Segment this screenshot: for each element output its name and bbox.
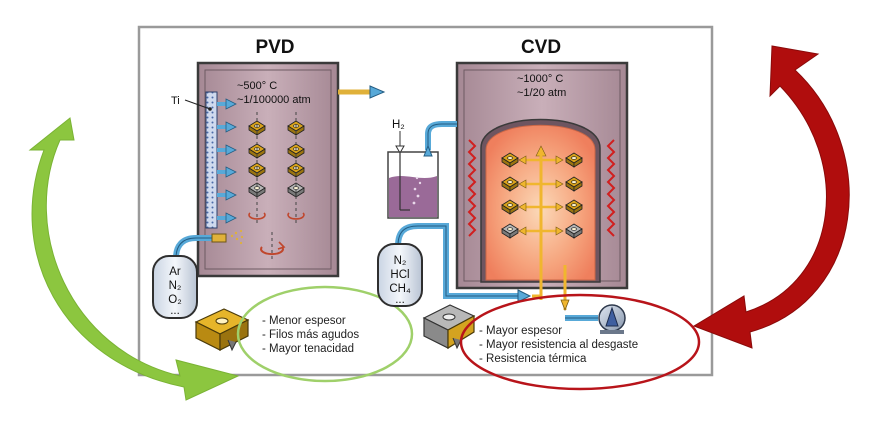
flow-arrow xyxy=(225,189,237,201)
coated-insert-icon xyxy=(565,152,583,168)
pvd-benefit: - Menor espesor xyxy=(262,315,346,327)
cvd-benefit: - Resistencia térmica xyxy=(479,353,587,365)
cvd-benefit: - Mayor resistencia al desgaste xyxy=(479,339,638,351)
flow-arrow xyxy=(518,226,527,236)
h2-label: H₂ xyxy=(392,119,405,131)
gas-spray xyxy=(230,229,244,245)
cvd-benefits-ellipse xyxy=(459,293,701,391)
pvd-temperature: ~500° C xyxy=(237,80,277,92)
coated-insert-icon xyxy=(501,152,519,168)
gas-label: CH₄ xyxy=(389,283,411,295)
ti-label: Ti xyxy=(171,95,180,107)
gas-label: ... xyxy=(395,294,405,306)
exhaust-arrow xyxy=(369,85,386,99)
pvd-title: PVD xyxy=(255,37,294,58)
flow-arrow xyxy=(225,212,237,224)
heater-left xyxy=(467,139,477,237)
flow-arrow xyxy=(225,144,237,156)
bubbler-liquid xyxy=(389,176,437,217)
pvd-gas-cylinder xyxy=(152,255,198,319)
gas-label: O₂ xyxy=(168,294,181,306)
coated-insert-icon xyxy=(501,223,519,239)
flow-arrow xyxy=(225,98,237,110)
cvd-coated-insert xyxy=(422,304,476,350)
cvd-temperature: ~1000° C xyxy=(517,73,563,85)
pvd-flow-arrows xyxy=(217,98,237,224)
titanium-target xyxy=(205,91,218,229)
gas-label: ... xyxy=(170,305,180,317)
flow-arrow xyxy=(518,202,527,212)
vacuum-pump xyxy=(598,304,626,334)
coated-insert-icon xyxy=(501,176,519,192)
gas-flow-arrow xyxy=(517,289,532,303)
pvd-benefit: - Filos más agudos xyxy=(262,329,359,341)
red-curved-arrow xyxy=(692,45,850,349)
gas-label: Ar xyxy=(169,266,181,278)
flow-arrow xyxy=(555,226,564,236)
coated-insert-icon xyxy=(248,182,266,198)
cvd-inserts xyxy=(501,145,583,239)
coated-insert-icon xyxy=(565,176,583,192)
coated-insert-icon xyxy=(501,199,519,215)
rotation-icon xyxy=(260,246,284,256)
pvd-coated-insert xyxy=(194,308,250,352)
pvd-pressure: ~1/100000 atm xyxy=(237,94,311,106)
coated-insert-icon xyxy=(287,182,305,198)
coated-insert-icon xyxy=(565,223,583,239)
cvd-pressure: ~1/20 atm xyxy=(517,87,566,99)
cvd-gas-cylinder xyxy=(377,243,423,307)
coated-insert-icon xyxy=(565,199,583,215)
rotation-icon xyxy=(287,212,305,220)
heater-right xyxy=(606,139,616,237)
flow-arrow xyxy=(555,202,564,212)
flow-arrow xyxy=(555,179,564,189)
cvd-title: CVD xyxy=(521,37,561,58)
rotation-icon xyxy=(248,212,266,220)
flow-arrow xyxy=(518,179,527,189)
green-curved-arrow xyxy=(28,117,240,401)
flow-arrow xyxy=(555,155,564,165)
pvd-benefits-ellipse xyxy=(236,285,414,383)
gas-label: HCl xyxy=(390,269,409,281)
gas-label: N₂ xyxy=(169,280,182,292)
flow-arrow xyxy=(225,121,237,133)
pvd-benefit: - Mayor tenacidad xyxy=(262,343,354,355)
cvd-benefit: - Mayor espesor xyxy=(479,325,562,337)
flow-arrow xyxy=(225,166,237,178)
gas-label: N₂ xyxy=(394,255,407,267)
flow-arrow xyxy=(518,155,527,165)
